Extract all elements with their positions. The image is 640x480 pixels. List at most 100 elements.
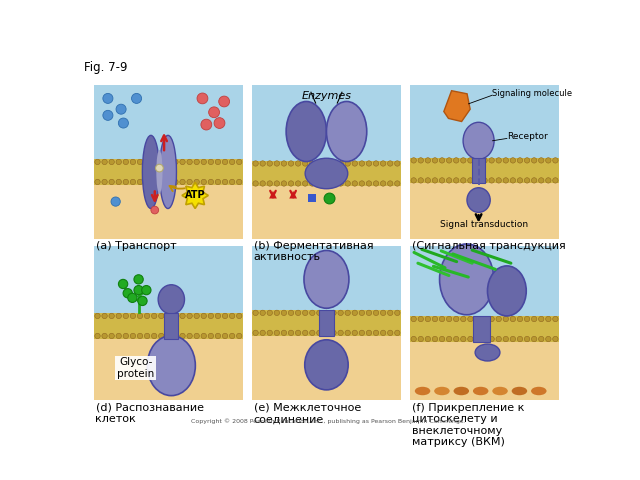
Bar <box>410 183 559 239</box>
Circle shape <box>496 316 501 322</box>
Circle shape <box>345 310 351 315</box>
Circle shape <box>310 161 315 166</box>
Circle shape <box>138 313 143 319</box>
Circle shape <box>432 178 438 183</box>
Circle shape <box>310 310 315 315</box>
Circle shape <box>159 179 164 185</box>
Circle shape <box>109 333 115 339</box>
Circle shape <box>510 158 516 163</box>
Circle shape <box>468 336 473 342</box>
Circle shape <box>482 336 487 342</box>
Circle shape <box>425 336 431 342</box>
Circle shape <box>352 181 358 186</box>
Ellipse shape <box>492 387 508 395</box>
Bar <box>94 339 243 400</box>
Circle shape <box>260 330 266 336</box>
Circle shape <box>352 310 358 315</box>
Circle shape <box>524 158 530 163</box>
Circle shape <box>553 336 558 342</box>
Circle shape <box>152 179 157 185</box>
Circle shape <box>425 178 431 183</box>
Circle shape <box>482 178 487 183</box>
Ellipse shape <box>305 158 348 189</box>
Ellipse shape <box>305 340 348 390</box>
Bar <box>252 336 401 400</box>
Text: (d) Распознавание
клеток: (d) Распознавание клеток <box>95 403 204 424</box>
Circle shape <box>201 179 207 185</box>
Circle shape <box>546 316 551 322</box>
Polygon shape <box>269 191 277 199</box>
Circle shape <box>173 179 178 185</box>
Circle shape <box>387 310 393 315</box>
Circle shape <box>166 313 171 319</box>
Circle shape <box>432 316 438 322</box>
Circle shape <box>475 178 480 183</box>
Circle shape <box>338 161 343 166</box>
Circle shape <box>159 313 164 319</box>
Circle shape <box>503 336 509 342</box>
Circle shape <box>531 158 537 163</box>
Circle shape <box>546 158 551 163</box>
Circle shape <box>496 336 501 342</box>
Circle shape <box>454 316 459 322</box>
Circle shape <box>496 178 501 183</box>
Circle shape <box>468 316 473 322</box>
Circle shape <box>281 330 287 336</box>
Circle shape <box>296 310 301 315</box>
Ellipse shape <box>475 344 500 361</box>
Bar <box>94 84 243 159</box>
Circle shape <box>524 316 530 322</box>
Circle shape <box>324 193 335 204</box>
Circle shape <box>447 178 452 183</box>
Circle shape <box>366 181 372 186</box>
Circle shape <box>510 336 516 342</box>
Text: ATP: ATP <box>185 191 205 201</box>
Circle shape <box>531 178 537 183</box>
Circle shape <box>215 333 221 339</box>
Bar <box>410 246 559 316</box>
Circle shape <box>194 179 200 185</box>
Circle shape <box>194 159 200 165</box>
Circle shape <box>439 178 445 183</box>
Text: (e) Межклеточное
соединение: (e) Межклеточное соединение <box>253 403 361 424</box>
Circle shape <box>482 158 487 163</box>
Circle shape <box>503 178 509 183</box>
Ellipse shape <box>434 387 450 395</box>
Circle shape <box>109 179 115 185</box>
Circle shape <box>197 93 208 104</box>
Circle shape <box>102 313 108 319</box>
Circle shape <box>152 333 157 339</box>
Circle shape <box>208 159 214 165</box>
Circle shape <box>461 316 466 322</box>
Circle shape <box>331 330 336 336</box>
Circle shape <box>303 330 308 336</box>
Circle shape <box>310 181 315 186</box>
Circle shape <box>274 330 280 336</box>
Circle shape <box>95 159 100 165</box>
Circle shape <box>145 179 150 185</box>
Circle shape <box>260 161 266 166</box>
Circle shape <box>173 159 178 165</box>
Circle shape <box>524 178 530 183</box>
Circle shape <box>130 159 136 165</box>
Circle shape <box>387 161 393 166</box>
Circle shape <box>373 181 379 186</box>
Circle shape <box>95 179 100 185</box>
Circle shape <box>194 333 200 339</box>
Circle shape <box>447 158 452 163</box>
Circle shape <box>373 330 379 336</box>
Text: Signaling molecule: Signaling molecule <box>492 89 572 98</box>
Circle shape <box>461 178 466 183</box>
Circle shape <box>418 178 424 183</box>
Circle shape <box>118 279 128 288</box>
Circle shape <box>229 179 235 185</box>
Ellipse shape <box>326 101 367 162</box>
Polygon shape <box>444 91 470 121</box>
Ellipse shape <box>156 150 163 194</box>
Circle shape <box>324 161 329 166</box>
Circle shape <box>116 104 126 114</box>
Ellipse shape <box>463 122 494 159</box>
Circle shape <box>180 313 185 319</box>
Circle shape <box>517 178 523 183</box>
Circle shape <box>222 333 228 339</box>
